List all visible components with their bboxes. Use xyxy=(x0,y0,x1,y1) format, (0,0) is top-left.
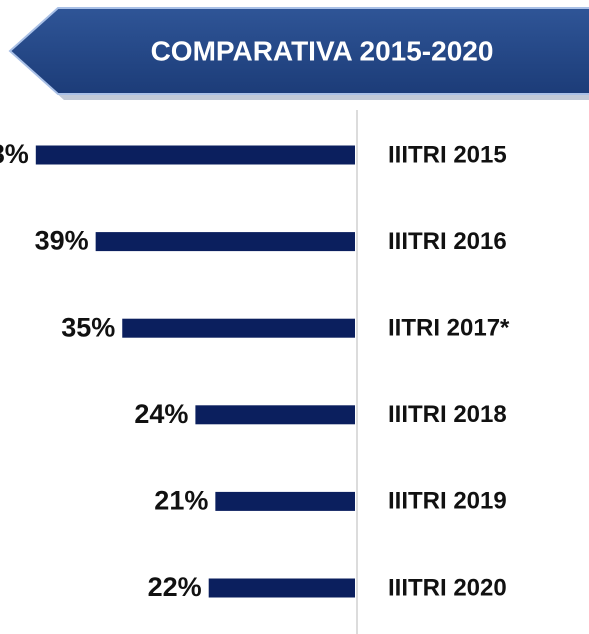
value-label: 22% xyxy=(148,572,202,602)
bar xyxy=(95,232,356,252)
bar xyxy=(215,491,355,511)
category-label: IIITRI 2019 xyxy=(388,488,507,515)
value-label: 39% xyxy=(35,226,89,256)
value-label: 48% xyxy=(0,139,29,169)
value-label: 21% xyxy=(154,486,208,516)
value-label: 35% xyxy=(61,312,115,342)
value-label: 24% xyxy=(134,399,188,429)
chart-title: COMPARATIVA 2015-2020 xyxy=(151,35,494,66)
bar xyxy=(208,578,355,598)
bar xyxy=(35,145,356,165)
bar xyxy=(195,405,355,425)
banner xyxy=(8,7,589,95)
category-label: IIITRI 2016 xyxy=(388,228,507,255)
bar xyxy=(122,318,355,338)
category-label: IIITRI 2018 xyxy=(388,401,507,428)
category-label: IITRI 2017* xyxy=(388,315,510,342)
category-label: IIITRI 2015 xyxy=(388,141,507,168)
category-label: IIITRI 2020 xyxy=(388,574,507,601)
